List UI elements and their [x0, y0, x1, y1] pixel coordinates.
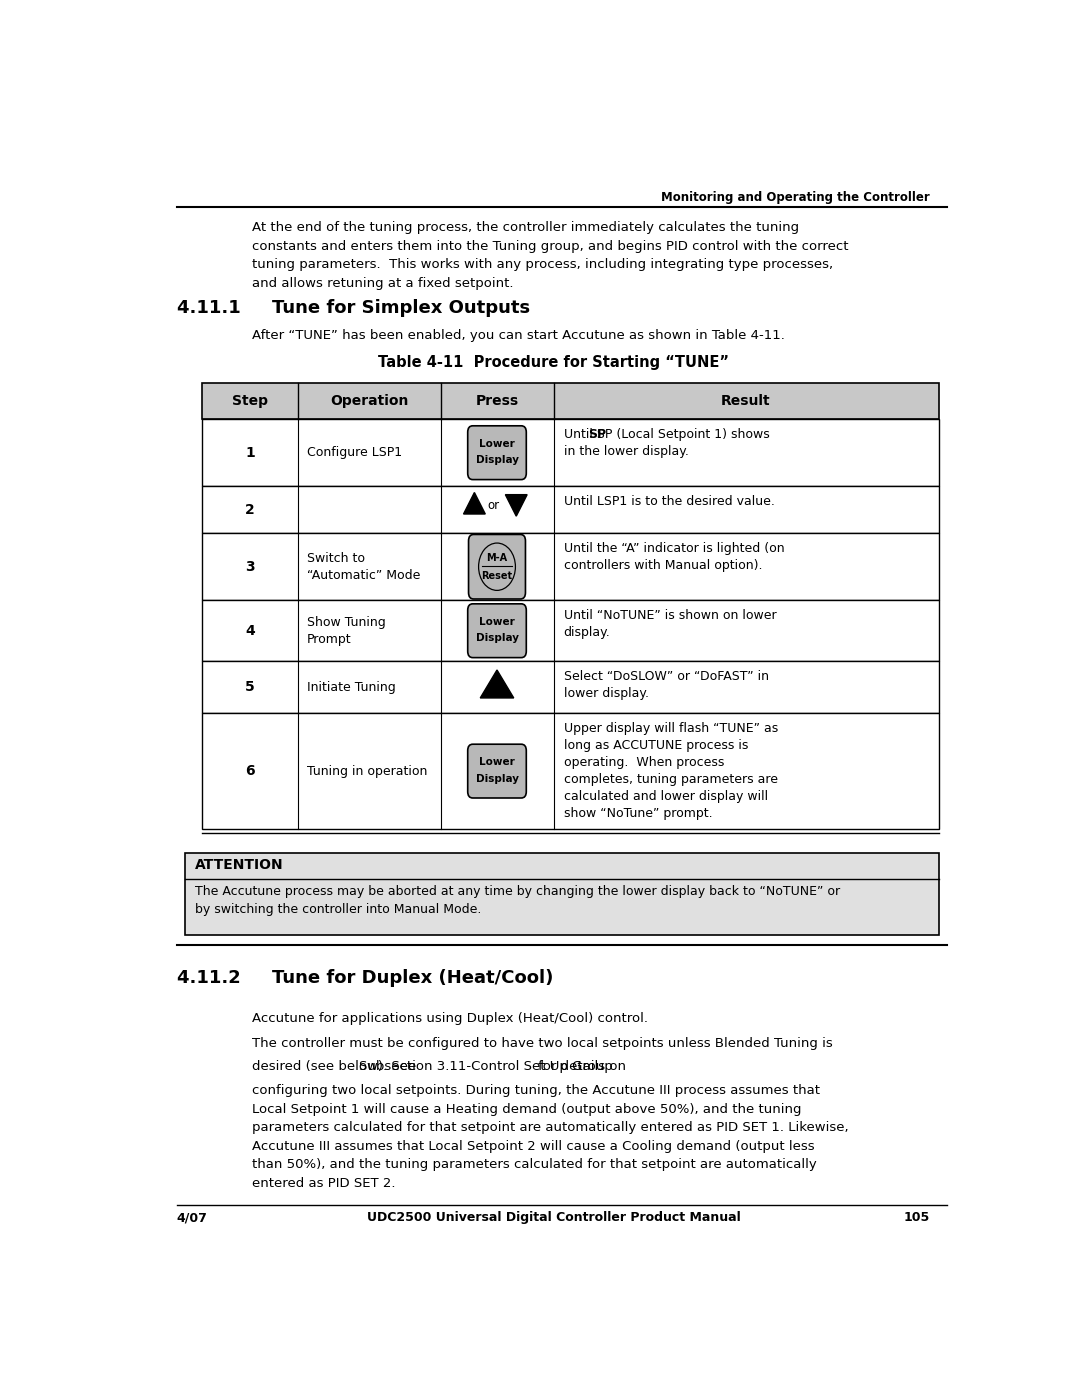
FancyBboxPatch shape [202, 534, 939, 601]
Text: Until the “A” indicator is lighted (on
controllers with Manual option).: Until the “A” indicator is lighted (on c… [564, 542, 784, 571]
Text: Press: Press [475, 394, 518, 408]
Text: Lower: Lower [480, 617, 515, 627]
Text: The Accutune process may be aborted at any time by changing the lower display ba: The Accutune process may be aborted at a… [195, 886, 840, 916]
Text: Lower: Lower [480, 757, 515, 767]
Text: After “TUNE” has been enabled, you can start Accutune as shown in Table 4-11.: After “TUNE” has been enabled, you can s… [253, 330, 785, 342]
Text: configuring two local setpoints. During tuning, the Accutune III process assumes: configuring two local setpoints. During … [253, 1084, 849, 1190]
FancyBboxPatch shape [468, 745, 526, 798]
Text: Upper display will flash “TUNE” as
long as ACCUTUNE process is
operating.  When : Upper display will flash “TUNE” as long … [564, 722, 778, 820]
Polygon shape [505, 495, 527, 515]
FancyBboxPatch shape [202, 419, 939, 486]
Text: 4.11.2     Tune for Duplex (Heat/Cool): 4.11.2 Tune for Duplex (Heat/Cool) [177, 970, 553, 988]
FancyBboxPatch shape [202, 383, 939, 419]
Text: Tuning in operation: Tuning in operation [307, 764, 427, 778]
Text: 2: 2 [245, 503, 255, 517]
Text: for details on: for details on [538, 1060, 626, 1073]
Text: Monitoring and Operating the Controller: Monitoring and Operating the Controller [661, 191, 930, 204]
FancyBboxPatch shape [202, 712, 939, 830]
Text: SP: SP [588, 427, 606, 441]
Text: Step: Step [232, 394, 268, 408]
Text: Until LSP1 is to the desired value.: Until LSP1 is to the desired value. [564, 495, 774, 507]
Text: Display: Display [475, 633, 518, 643]
Text: desired (see below). See: desired (see below). See [253, 1060, 421, 1073]
Text: Lower: Lower [480, 439, 515, 448]
Text: 5: 5 [245, 680, 255, 694]
Text: ATTENTION: ATTENTION [195, 858, 284, 872]
Text: Display: Display [475, 774, 518, 784]
Text: UDC2500 Universal Digital Controller Product Manual: UDC2500 Universal Digital Controller Pro… [366, 1211, 741, 1224]
Text: 4/07: 4/07 [177, 1211, 207, 1224]
FancyBboxPatch shape [468, 604, 526, 658]
FancyBboxPatch shape [468, 426, 526, 479]
Text: 105: 105 [904, 1211, 930, 1224]
Polygon shape [463, 493, 485, 514]
Text: Subsection 3.11-Control Set Up Group: Subsection 3.11-Control Set Up Group [359, 1060, 612, 1073]
Text: 3: 3 [245, 560, 255, 574]
Text: Reset: Reset [482, 571, 513, 581]
FancyBboxPatch shape [202, 601, 939, 661]
Text: M-A: M-A [486, 553, 508, 563]
Text: Until SP (Local Setpoint 1) shows
in the lower display.: Until SP (Local Setpoint 1) shows in the… [564, 427, 769, 458]
Text: Show Tuning
Prompt: Show Tuning Prompt [307, 616, 386, 645]
FancyBboxPatch shape [469, 535, 526, 599]
Polygon shape [481, 671, 514, 698]
FancyBboxPatch shape [186, 852, 939, 935]
Text: Select “DoSLOW” or “DoFAST” in
lower display.: Select “DoSLOW” or “DoFAST” in lower dis… [564, 671, 769, 700]
Text: Display: Display [475, 455, 518, 465]
Text: Operation: Operation [330, 394, 408, 408]
Text: Table 4-11  Procedure for Starting “TUNE”: Table 4-11 Procedure for Starting “TUNE” [378, 355, 729, 370]
Text: Switch to
“Automatic” Mode: Switch to “Automatic” Mode [307, 552, 420, 581]
Text: Result: Result [721, 394, 771, 408]
FancyBboxPatch shape [202, 661, 939, 712]
Text: Configure LSP1: Configure LSP1 [307, 446, 402, 460]
Text: 4: 4 [245, 623, 255, 637]
Text: 4.11.1     Tune for Simplex Outputs: 4.11.1 Tune for Simplex Outputs [177, 299, 530, 317]
Text: At the end of the tuning process, the controller immediately calculates the tuni: At the end of the tuning process, the co… [253, 222, 849, 291]
Text: Accutune for applications using Duplex (Heat/Cool) control.: Accutune for applications using Duplex (… [253, 1011, 648, 1025]
Text: Until “NoTUNE” is shown on lower
display.: Until “NoTUNE” is shown on lower display… [564, 609, 777, 638]
Text: The controller must be configured to have two local setpoints unless Blended Tun: The controller must be configured to hav… [253, 1037, 833, 1049]
Text: 1: 1 [245, 446, 255, 460]
Text: 6: 6 [245, 764, 255, 778]
Text: or: or [487, 499, 500, 511]
Text: Initiate Tuning: Initiate Tuning [307, 680, 395, 694]
Circle shape [478, 543, 515, 591]
FancyBboxPatch shape [202, 486, 939, 534]
